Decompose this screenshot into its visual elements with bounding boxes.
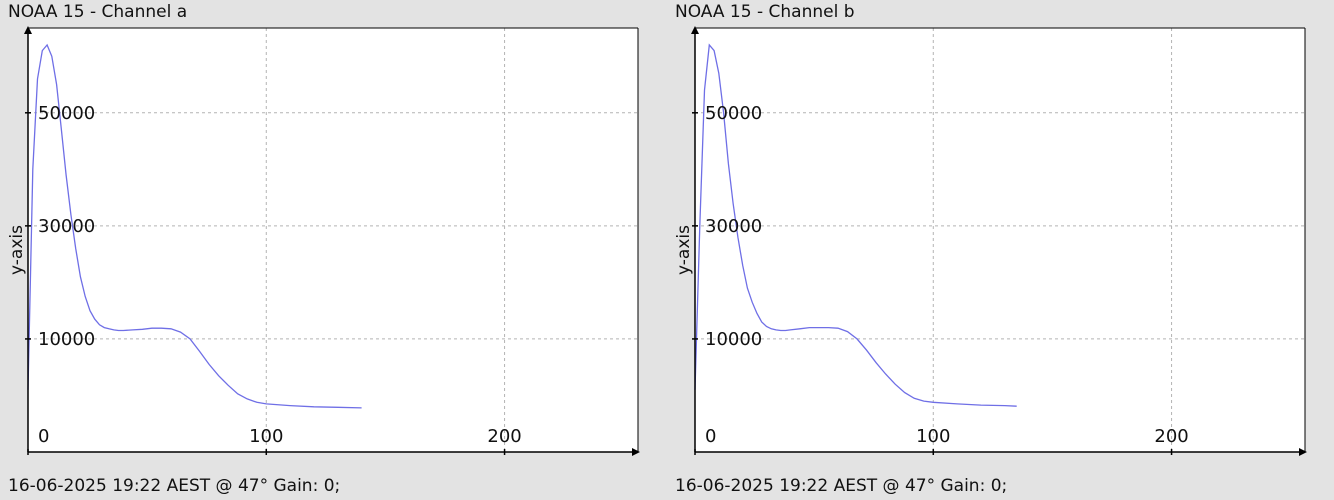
status-footer: 16-06-2025 19:22 AEST @ 47° Gain: 0;: [8, 476, 341, 496]
x-tick-label: 0: [705, 426, 716, 447]
y-axis-arrow: [24, 26, 32, 34]
plot-area: [695, 28, 1305, 452]
y-tick-label: 10000: [38, 329, 95, 350]
x-axis-arrow: [632, 448, 640, 456]
y-tick-label: 50000: [705, 103, 762, 124]
y-axis-arrow: [691, 26, 699, 34]
y-tick-label: 30000: [705, 216, 762, 237]
plot-area: [28, 28, 638, 452]
x-tick-label: 100: [916, 426, 950, 447]
x-tick-label: 200: [487, 426, 521, 447]
y-tick-label: 30000: [38, 216, 95, 237]
x-tick-label: 200: [1154, 426, 1188, 447]
chart-plot: 0 100 200 10000 30000 50000 y-axis: [7, 26, 640, 456]
chart-plot: 0 100 200 10000 30000 50000 y-axis: [674, 26, 1307, 456]
series-line: [27, 43, 362, 409]
chart-panel-channel-b: NOAA 15 - Channel b 0 100 200 10000 30000 500…: [667, 0, 1334, 500]
x-axis-arrow: [1299, 448, 1307, 456]
chart-title: NOAA 15 - Channel a: [8, 2, 188, 22]
chart-title: NOAA 15 - Channel b: [675, 2, 855, 22]
y-axis-label: y-axis: [7, 225, 27, 275]
y-tick-label: 50000: [38, 103, 95, 124]
status-footer: 16-06-2025 19:22 AEST @ 47° Gain: 0;: [675, 476, 1008, 496]
y-axis-label: y-axis: [674, 225, 694, 275]
chart-panel-channel-a: NOAA 15 - Channel a 0 100 200 10000 30000 500…: [7, 2, 640, 496]
x-tick-label: 0: [38, 426, 49, 447]
x-tick-label: 100: [249, 426, 283, 447]
series-line: [694, 43, 1017, 407]
y-tick-label: 10000: [705, 329, 762, 350]
